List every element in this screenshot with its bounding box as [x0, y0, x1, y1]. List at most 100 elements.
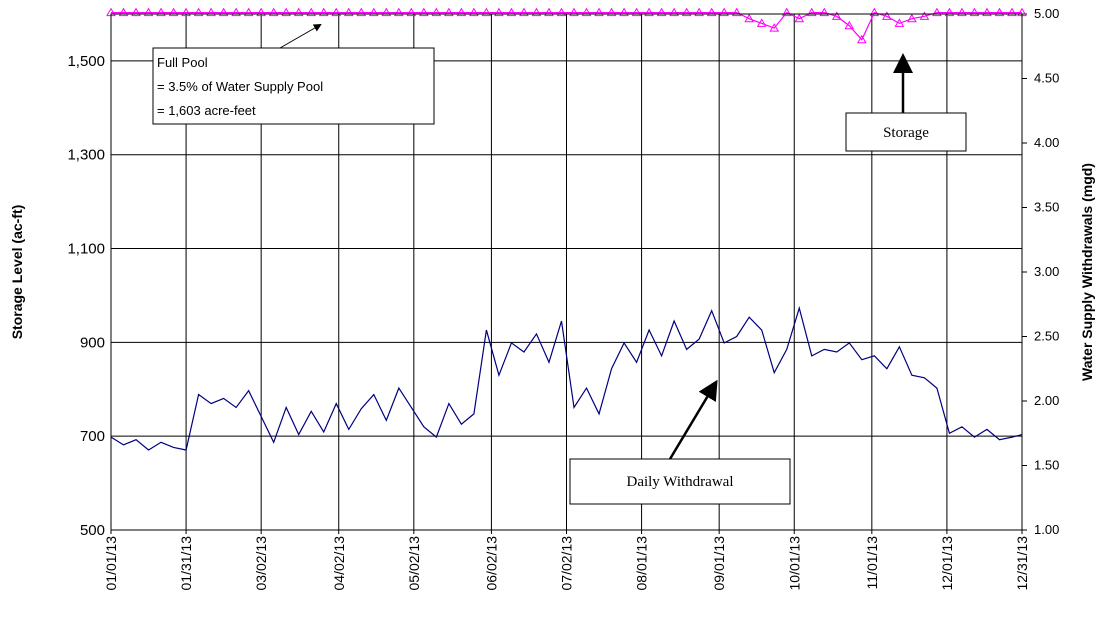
- point-marker: [631, 7, 642, 17]
- y2-tick-label: 5.00: [1034, 6, 1059, 21]
- point-marker: [281, 7, 292, 17]
- point-marker: [806, 7, 817, 17]
- point-marker: [781, 7, 792, 17]
- x-tick-label: 08/01/13: [634, 536, 650, 591]
- y-tick-label: 500: [80, 522, 105, 539]
- point-marker: [506, 7, 517, 17]
- point-marker: [706, 7, 717, 17]
- point-marker: [406, 7, 417, 17]
- point-marker: [957, 7, 967, 17]
- point-marker: [193, 7, 204, 17]
- point-marker: [343, 7, 354, 17]
- point-marker: [156, 7, 166, 17]
- y-tick-label: 700: [80, 428, 105, 445]
- point-marker: [444, 7, 454, 17]
- point-marker: [619, 7, 629, 17]
- point-marker: [982, 7, 992, 17]
- point-marker: [456, 7, 467, 17]
- point-marker: [856, 34, 867, 44]
- note-box: [569, 458, 791, 505]
- series-line: [110, 305, 1023, 451]
- point-marker: [306, 7, 317, 17]
- point-marker: [581, 7, 592, 17]
- x-tick-label: 01/01/13: [103, 536, 119, 591]
- point-marker: [356, 7, 367, 17]
- y-tick-label: 1,300: [67, 147, 105, 164]
- point-marker: [318, 7, 329, 17]
- y-tick-label: 900: [80, 334, 105, 351]
- storage-note: Storage: [845, 53, 967, 152]
- point-marker: [569, 7, 579, 17]
- plot-frame: [110, 13, 1023, 531]
- point-marker: [944, 7, 955, 17]
- x-tick-label: 07/02/13: [559, 536, 575, 591]
- point-marker: [218, 7, 229, 17]
- x-tick-label: 12/31/13: [1014, 536, 1030, 591]
- point-marker: [932, 7, 942, 17]
- y-axis-title: Storage Level (ac-ft): [9, 205, 25, 340]
- point-marker: [118, 7, 129, 17]
- point-marker: [494, 7, 504, 17]
- point-marker: [844, 20, 855, 30]
- point-marker: [431, 7, 442, 17]
- withdrawal-note: Daily Withdrawal: [569, 379, 791, 505]
- point-marker: [418, 7, 429, 17]
- y2-tick-label: 1.00: [1034, 522, 1059, 537]
- y2-tick-label: 1.50: [1034, 458, 1059, 473]
- arrow: [279, 24, 322, 49]
- point-marker: [469, 7, 479, 17]
- point-marker: [331, 7, 342, 17]
- point-marker: [881, 11, 892, 20]
- series-label: Daily Withdrawal: [626, 474, 733, 490]
- point-marker: [556, 7, 567, 17]
- y2-tick-label: 2.00: [1034, 393, 1059, 408]
- point-marker: [1007, 7, 1017, 17]
- x-tick-label: 06/02/13: [483, 536, 499, 591]
- point-marker: [594, 7, 604, 17]
- point-marker: [381, 7, 392, 17]
- point-marker: [731, 7, 742, 17]
- point-marker: [756, 18, 767, 27]
- point-marker: [719, 7, 730, 17]
- point-marker: [206, 7, 216, 17]
- x-tick-label: 05/02/13: [406, 536, 422, 591]
- point-marker: [131, 7, 141, 17]
- point-marker: [694, 7, 705, 17]
- note-box: [152, 47, 435, 125]
- point-marker: [644, 7, 654, 17]
- x-tick-label: 04/02/13: [331, 536, 347, 591]
- point-marker: [481, 7, 492, 17]
- point-marker: [393, 7, 404, 17]
- point-marker: [181, 7, 191, 17]
- series-label: Storage: [883, 125, 929, 141]
- point-marker: [969, 7, 980, 17]
- point-marker: [744, 13, 755, 23]
- point-marker: [869, 7, 880, 17]
- point-marker: [894, 18, 905, 27]
- y2-tick-label: 4.50: [1034, 71, 1059, 86]
- point-marker: [293, 7, 304, 17]
- point-marker: [907, 13, 917, 23]
- point-marker: [669, 7, 679, 17]
- point-marker: [794, 13, 805, 23]
- x-tick-label: 12/01/13: [939, 536, 955, 591]
- point-marker: [544, 7, 554, 17]
- y2-tick-label: 3.00: [1034, 264, 1059, 279]
- annotation: = 3.5% of Water Supply Pool: [157, 79, 323, 94]
- point-marker: [919, 11, 930, 20]
- full-pool-note: Full Pool = 3.5% of Water Supply Pool = …: [152, 24, 435, 125]
- y-tick-label: 1,500: [67, 53, 105, 70]
- point-marker: [994, 7, 1005, 17]
- point-marker: [268, 7, 279, 17]
- point-marker: [531, 7, 542, 17]
- y2-tick-label: 4.00: [1034, 135, 1059, 150]
- x-tick-label: 03/02/13: [253, 536, 269, 591]
- x-tick-label: 09/01/13: [711, 536, 727, 591]
- point-marker: [256, 7, 267, 17]
- x-tick-label: 11/01/13: [864, 536, 880, 590]
- annotation: = 1,603 acre-feet: [157, 103, 256, 118]
- arrow: [668, 379, 718, 460]
- point-marker: [368, 7, 379, 17]
- note-box: [845, 112, 967, 152]
- point-marker: [681, 7, 692, 17]
